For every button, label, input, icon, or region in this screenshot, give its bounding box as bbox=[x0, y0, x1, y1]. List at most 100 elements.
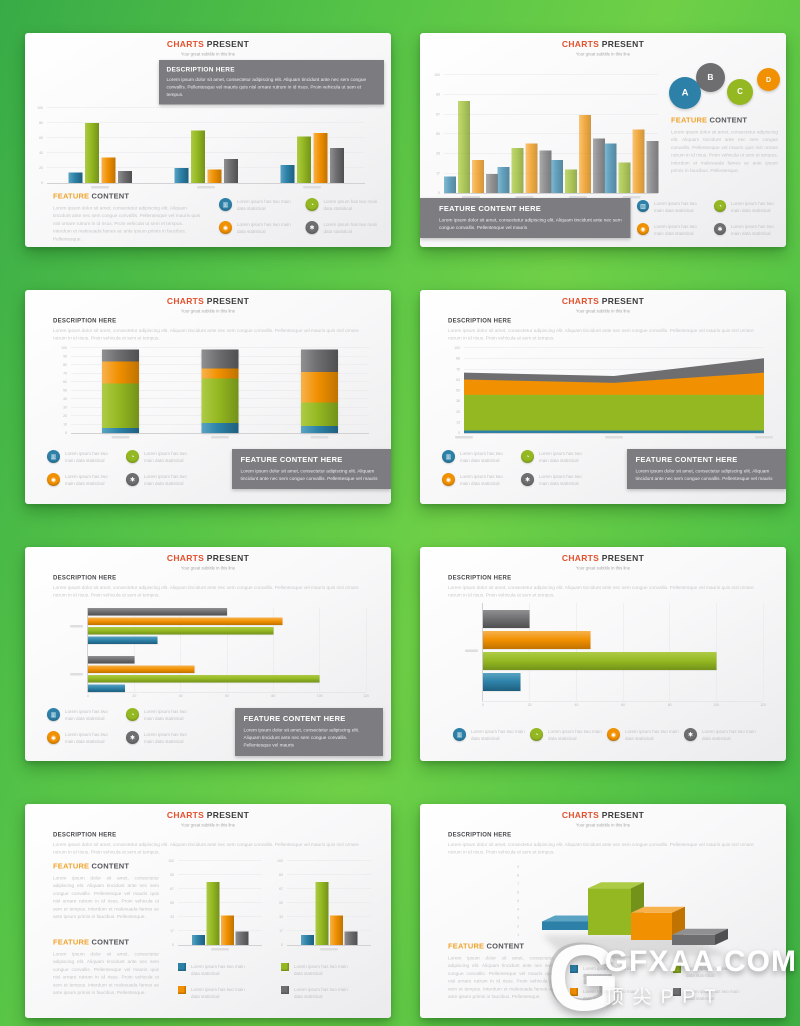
legend-item: Lorem ipsum has two main data statistica… bbox=[673, 965, 768, 979]
slide-thumbnail-1[interactable]: CHARTS PRESENT Your great subtitle in thi… bbox=[25, 33, 391, 247]
grid-line bbox=[47, 107, 365, 108]
y-tick-label: 0 bbox=[65, 431, 67, 435]
stats-target-icon: ◉ bbox=[219, 221, 232, 234]
slide-thumbnail-2[interactable]: CHARTS PRESENT Your great subtitle in thi… bbox=[420, 33, 786, 247]
y-tick-label: 83 bbox=[170, 873, 174, 877]
y-tick-label: 80 bbox=[39, 121, 43, 125]
slide-header: CHARTS PRESENT Your great subtitle in thi… bbox=[420, 40, 786, 57]
x-tick-label bbox=[568, 196, 587, 199]
grid-line bbox=[227, 608, 228, 692]
slide-title-accent: CHARTS bbox=[166, 39, 205, 50]
legend-grid: ▥ Lorem ipsum has two main data statistic… bbox=[47, 450, 197, 487]
grid-line bbox=[47, 152, 365, 153]
legend-item: ◉ Lorem ipsum has two main data statistic… bbox=[47, 473, 118, 487]
slide-thumbnail-8[interactable]: CHARTS PRESENT Your great subtitle in thi… bbox=[420, 804, 786, 1018]
horizontal-bar-chart: 0 20 40 60 80 100 120 bbox=[70, 608, 369, 698]
legend-item-label: Lorem ipsum has two main data statistica… bbox=[237, 222, 291, 234]
slide-title: CHARTS PRESENT bbox=[25, 40, 391, 50]
segment-gray bbox=[300, 349, 338, 372]
circle-D: D bbox=[757, 68, 780, 91]
description-block: DESCRIPTION HERE Lorem ipsum dolor sit am… bbox=[53, 831, 371, 856]
description-body: Lorem ipsum dolor sit amet, consectetur … bbox=[53, 585, 359, 599]
legend-item-label: Lorem ipsum has two main data statistica… bbox=[539, 451, 582, 463]
legend-item: ◉ Lorem ipsum has two main data statistic… bbox=[219, 221, 298, 235]
slide-header: CHARTS PRESENT Your great subtitle in thi… bbox=[25, 40, 391, 57]
bar-orange bbox=[313, 132, 328, 183]
slides-grid: CHARTS PRESENT Your great subtitle in thi… bbox=[25, 33, 786, 1018]
hbar-orange bbox=[88, 665, 195, 673]
watermark: G GFXAA.COM 顶尖PPT bbox=[548, 930, 797, 1024]
legend-item: ✱ Lorem ipsum has two main data statistic… bbox=[126, 473, 197, 487]
slide-header: CHARTS PRESENT Your great subtitle in thi… bbox=[25, 297, 391, 314]
x-tick-label: 60 bbox=[621, 703, 625, 708]
y-tick-label: 83 bbox=[436, 92, 440, 97]
y-tick-label: 3 bbox=[517, 916, 519, 921]
y-tick-label: 13 bbox=[456, 420, 460, 425]
legend-item: ◔ Lorem ipsum has two main data statistic… bbox=[530, 728, 603, 742]
pie-chart-icon: ◔ bbox=[126, 450, 139, 463]
segment-green bbox=[201, 378, 239, 423]
bar-gray bbox=[235, 931, 249, 945]
hbar-green bbox=[88, 675, 320, 683]
y-tick-label: 75 bbox=[456, 367, 460, 372]
legend-swatch-orange bbox=[570, 988, 578, 996]
hbar-orange bbox=[483, 631, 591, 649]
bar-blue bbox=[300, 934, 314, 945]
slide-title-rest: PRESENT bbox=[204, 39, 250, 50]
bar-chart-icon: ▥ bbox=[219, 198, 232, 211]
x-tick-label: 40 bbox=[178, 694, 183, 699]
description-title: DESCRIPTION HERE bbox=[448, 317, 512, 324]
legend-item: ▥ Lorem ipsum has two main data statistic… bbox=[637, 200, 706, 214]
description-body: Lorem ipsum dolor sit amet, consectetur … bbox=[53, 842, 359, 856]
legend-item: ◉ Lorem ipsum has two main data statistic… bbox=[47, 731, 118, 745]
bar-blue bbox=[443, 176, 456, 193]
bar-chart-icon: ▥ bbox=[47, 708, 60, 721]
legend-item: ◔ Lorem ipsum has two main data statistic… bbox=[126, 708, 197, 722]
y-tick-label: 17 bbox=[279, 929, 283, 933]
legend-item-label: Lorem ipsum has two main data statistica… bbox=[686, 966, 740, 978]
y-tick-label: 100 bbox=[434, 73, 440, 77]
feature-box-title: FEATURE CONTENT HERE bbox=[240, 455, 343, 465]
gear-icon: ✱ bbox=[126, 473, 139, 486]
y-tick-label: 40 bbox=[39, 151, 43, 155]
grid-line bbox=[287, 874, 371, 875]
slide-thumbnail-5[interactable]: CHARTS PRESENT Your great subtitle in thi… bbox=[25, 547, 391, 761]
bar-blue bbox=[68, 172, 83, 183]
y-tick-label: 50 bbox=[279, 901, 283, 905]
x-tick-label: 20 bbox=[527, 703, 532, 708]
legend-item: Lorem ipsum has two main data statistica… bbox=[570, 988, 665, 1002]
grid-line bbox=[287, 930, 371, 931]
x-tick-label: 120 bbox=[760, 703, 766, 708]
grid-line bbox=[444, 113, 658, 115]
feature-title-rest: CONTENT bbox=[89, 862, 130, 871]
legend-item: ◉ Lorem ipsum has two main data statistic… bbox=[442, 473, 513, 487]
grid-line bbox=[464, 347, 764, 348]
legend-item-label: Lorem ipsum has two main data statistica… bbox=[625, 729, 679, 741]
legend-swatch-gray bbox=[281, 986, 289, 994]
bar-orange bbox=[329, 915, 343, 945]
legend-item-label: Lorem ipsum has two main data statistica… bbox=[144, 451, 187, 463]
legend-grid: ▥ Lorem ipsum has two main data statistic… bbox=[637, 200, 783, 237]
x-tick-label: 80 bbox=[271, 694, 276, 699]
legend-item-label: Lorem ipsum has two main data statistica… bbox=[144, 709, 187, 721]
bar-chart-icon: ▥ bbox=[47, 450, 60, 463]
slide-thumbnail-4[interactable]: CHARTS PRESENT Your great subtitle in thi… bbox=[420, 290, 786, 504]
description-block: DESCRIPTION HERE Lorem ipsum dolor sit am… bbox=[53, 574, 371, 599]
slide-canvas: CHARTS PRESENT Your great subtitle in thi… bbox=[420, 804, 786, 1018]
slide-thumbnail-6[interactable]: CHARTS PRESENT Your great subtitle in thi… bbox=[420, 547, 786, 761]
slide-canvas: CHARTS PRESENT Your great subtitle in thi… bbox=[25, 804, 391, 1018]
x-tick-label: 100 bbox=[713, 703, 720, 708]
grid-line bbox=[273, 608, 274, 692]
slide-thumbnail-3[interactable]: CHARTS PRESENT Your great subtitle in thi… bbox=[25, 290, 391, 504]
slide-header: CHARTS PRESENT Your great subtitle in thi… bbox=[420, 554, 786, 571]
grid-line bbox=[178, 902, 262, 903]
legend-item-label: Lorem ipsum has two main data statistica… bbox=[65, 732, 108, 744]
legend-item-label: Lorem ipsum has two main data statistica… bbox=[237, 199, 291, 211]
legend-item: Lorem ipsum has two main data statistica… bbox=[178, 963, 273, 977]
bar-group bbox=[280, 132, 344, 183]
feature-content-title: FEATURE CONTENT bbox=[53, 862, 159, 871]
y-tick-label: 0 bbox=[458, 431, 460, 435]
legend-item: ◔ Lorem ipsum has two main data statistic… bbox=[521, 450, 592, 464]
bar-group bbox=[443, 100, 498, 193]
slide-thumbnail-7[interactable]: CHARTS PRESENT Your great subtitle in thi… bbox=[25, 804, 391, 1018]
